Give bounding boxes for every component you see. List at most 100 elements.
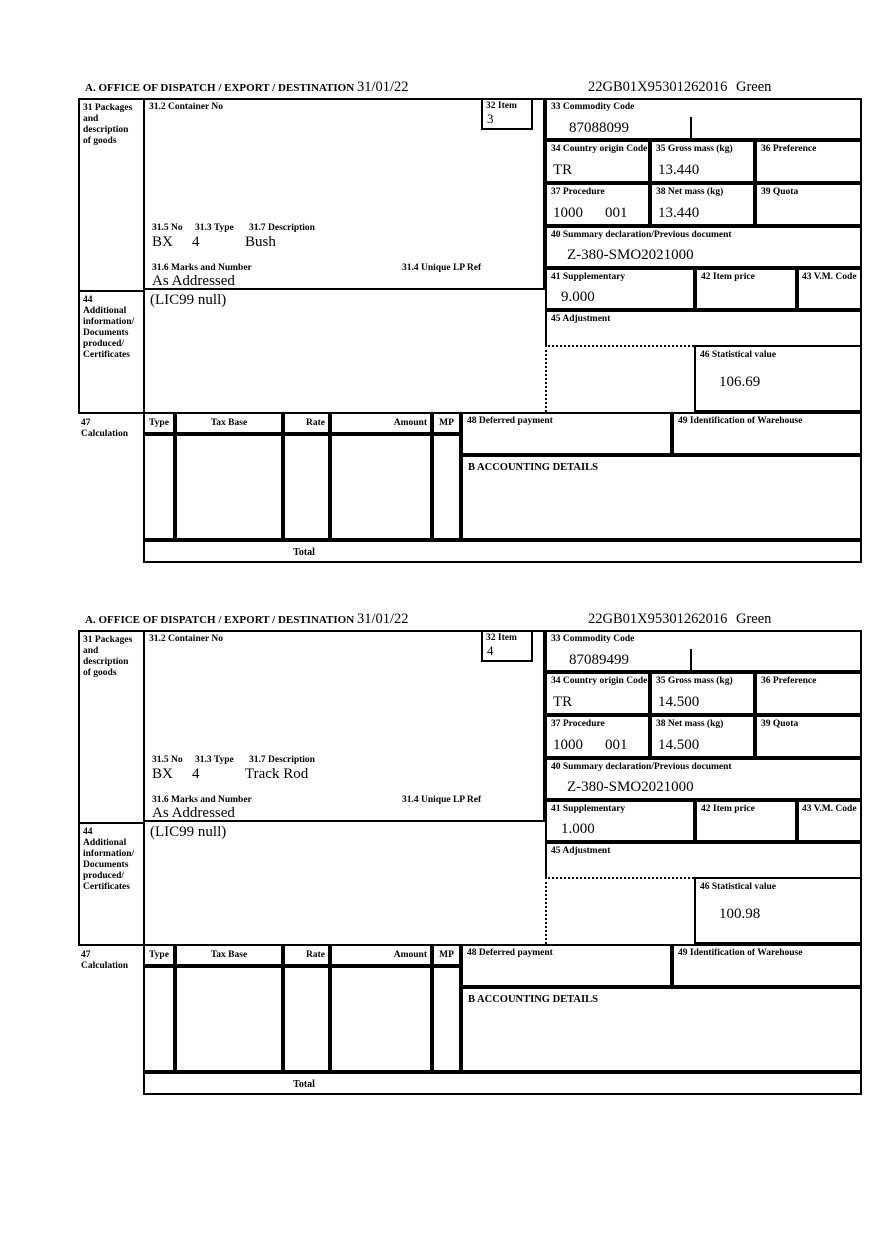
supplementary-units: 9.000 (561, 289, 595, 305)
calc-header-tax-base: Tax Base (175, 412, 283, 434)
box37-label: 37 Procedure (551, 187, 605, 197)
box31-label: 31 Packages and description of goods (83, 103, 133, 146)
box44-label-cell: 44 Additional information/ Documents pro… (78, 290, 143, 412)
net-mass: 13.440 (658, 205, 700, 221)
routing-status: Green (736, 611, 772, 627)
box31-6-label: 31.6 Marks and Number (152, 263, 252, 273)
box38-label: 38 Net mass (kg) (656, 719, 724, 729)
calc-tax-base-cell (175, 966, 283, 1072)
declaration-item-block: A. OFFICE OF DISPATCH / EXPORT / DESTINA… (78, 78, 862, 563)
box31-7-label: 31.7 Description (249, 755, 315, 765)
box42-item-price-cell: 42 Item price (695, 268, 797, 310)
goods-description: Bush (245, 234, 276, 250)
package-type: 4 (192, 234, 200, 250)
box38-net-mass-cell: 38 Net mass (kg) 14.500 (650, 715, 755, 758)
box47-label: 47 Calculation (81, 418, 128, 439)
box43-label: 43 V.M. Code (802, 272, 857, 282)
box33-commodity-cell: 33 Commodity Code 87088099 (545, 98, 862, 140)
box31-packages-label-cell: 31 Packages and description of goods (78, 630, 143, 822)
box31-label: 31 Packages and description of goods (83, 635, 133, 678)
calc-header-tax-base: Tax Base (175, 944, 283, 966)
box45-adjustment-cell: 45 Adjustment (545, 842, 862, 877)
box33-commodity-cell: 33 Commodity Code 87089499 (545, 630, 862, 672)
declaration-date: 31/01/22 (357, 79, 409, 95)
office-of-dispatch-label: A. OFFICE OF DISPATCH / EXPORT / DESTINA… (85, 614, 355, 626)
box34-country-origin-cell: 34 Country origin Code TR (545, 140, 650, 183)
box31-2-label: 31.2 Container No (149, 634, 223, 644)
package-code: BX (152, 766, 173, 782)
calc-header-type: Type (143, 412, 175, 434)
box34-label: 34 Country origin Code (551, 676, 648, 686)
box41-supplementary-cell: 41 Supplementary 9.000 (545, 268, 695, 310)
statistical-value: 106.69 (719, 374, 761, 390)
office-of-dispatch-label: A. OFFICE OF DISPATCH / EXPORT / DESTINA… (85, 82, 355, 94)
box33-label: 33 Commodity Code (551, 634, 635, 644)
box35-gross-mass-cell: 35 Gross mass (kg) 14.500 (650, 672, 755, 715)
box36-label: 36 Preference (761, 676, 817, 686)
box48-deferred-payment-cell: 48 Deferred payment (461, 412, 672, 455)
procedure-code: 1000 (553, 205, 583, 221)
total-label: Total (293, 547, 315, 558)
box37-label: 37 Procedure (551, 719, 605, 729)
box31-6-label: 31.6 Marks and Number (152, 795, 252, 805)
box31-2-container-cell: 31.2 Container No 31.5 No 31.3 Type 31.7… (143, 98, 545, 290)
box45-adjustment-cell: 45 Adjustment (545, 310, 862, 345)
box43-vm-code-cell: 43 V.M. Code (797, 800, 862, 842)
calc-mp-cell (432, 966, 461, 1072)
box31-5-label: 31.5 No (152, 755, 183, 765)
accounting-details-label: B ACCOUNTING DETAILS (468, 994, 598, 1005)
calc-header-amount: Amount (330, 944, 432, 966)
additional-information: (LIC99 null) (150, 292, 227, 308)
box39-quota-cell: 39 Quota (755, 183, 862, 226)
box40-label: 40 Summary declaration/Previous document (551, 230, 732, 240)
calc-type-cell (143, 966, 175, 1072)
previous-document: Z-380-SMO2021000 (567, 779, 694, 795)
accounting-details-cell: B ACCOUNTING DETAILS (461, 987, 862, 1072)
supplementary-units: 1.000 (561, 821, 595, 837)
marks-and-numbers: As Addressed (152, 805, 235, 821)
box46-label: 46 Statistical value (700, 350, 776, 360)
box43-vm-code-cell: 43 V.M. Code (797, 268, 862, 310)
box44-content-cell: (LIC99 null) (143, 290, 545, 412)
box46-label: 46 Statistical value (700, 882, 776, 892)
calc-header-mp: MP (432, 412, 461, 434)
box37-procedure-cell: 37 Procedure 1000 001 (545, 715, 650, 758)
entry-number: 22GB01X95301262016 (588, 611, 728, 627)
commodity-code-divider (690, 649, 692, 670)
box34-label: 34 Country origin Code (551, 144, 648, 154)
procedure-value: 1000 001 (553, 205, 628, 221)
box39-label: 39 Quota (761, 187, 799, 197)
box31-packages-label-cell: 31 Packages and description of goods (78, 98, 143, 290)
box47-calculation-label-cell: 47 Calculation (78, 944, 143, 984)
box33-label: 33 Commodity Code (551, 102, 635, 112)
commodity-code: 87089499 (569, 652, 629, 668)
item-number: 4 (487, 643, 494, 658)
previous-document: Z-380-SMO2021000 (567, 247, 694, 263)
box45-label: 45 Adjustment (551, 314, 611, 324)
calc-amount-cell (330, 434, 432, 540)
calc-amount-cell (330, 966, 432, 1072)
box35-label: 35 Gross mass (kg) (656, 676, 733, 686)
package-code: BX (152, 234, 173, 250)
box49-warehouse-cell: 49 Identification of Warehouse (672, 944, 862, 987)
calc-rate-cell (283, 434, 330, 540)
box42-item-price-cell: 42 Item price (695, 800, 797, 842)
box42-label: 42 Item price (701, 804, 755, 814)
box36-label: 36 Preference (761, 144, 817, 154)
total-row: Total (143, 1072, 862, 1095)
box31-4-label: 31.4 Unique LP Ref (402, 795, 482, 805)
box31-4-label: 31.4 Unique LP Ref (402, 263, 482, 273)
accounting-details-label: B ACCOUNTING DETAILS (468, 462, 598, 473)
calc-header-rate: Rate (283, 944, 330, 966)
country-origin-code: TR (553, 162, 573, 178)
total-row: Total (143, 540, 862, 563)
box41-label: 41 Supplementary (551, 804, 626, 814)
commodity-code-divider (690, 117, 692, 138)
calc-tax-base-cell (175, 434, 283, 540)
box39-label: 39 Quota (761, 719, 799, 729)
box34-country-origin-cell: 34 Country origin Code TR (545, 672, 650, 715)
country-origin-code: TR (553, 694, 573, 710)
box32-label: 32 Item (486, 633, 517, 643)
box49-label: 49 Identification of Warehouse (678, 416, 803, 426)
accounting-details-cell: B ACCOUNTING DETAILS (461, 455, 862, 540)
